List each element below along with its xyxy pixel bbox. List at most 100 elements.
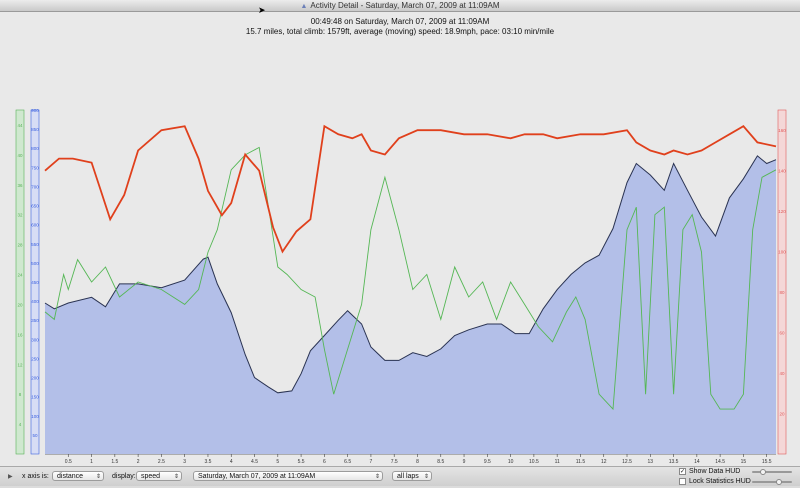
speed-tick-label: 20 bbox=[17, 302, 23, 307]
heart-rate-tick-label: 140 bbox=[778, 169, 786, 174]
heart-rate-tick-label: 160 bbox=[778, 128, 786, 133]
elevation-tick-label: 800 bbox=[31, 146, 39, 151]
stats-opacity-slider-knob[interactable] bbox=[776, 479, 782, 485]
x-tick-label: 5 bbox=[276, 459, 279, 465]
x-tick-label: 3 bbox=[183, 459, 186, 465]
x-tick-label: 11.5 bbox=[576, 459, 586, 465]
x-tick-label: 1.5 bbox=[111, 459, 118, 465]
x-tick-label: 3.5 bbox=[204, 459, 211, 465]
activity-select[interactable]: Saturday, March 07, 2009 at 11:09AM ⇕ bbox=[193, 471, 383, 481]
x-tick-label: 6 bbox=[323, 459, 326, 465]
elevation-tick-label: 50 bbox=[32, 433, 38, 438]
elevation-tick-label: 300 bbox=[31, 337, 39, 342]
heart-rate-tick-label: 120 bbox=[778, 209, 786, 214]
x-tick-label: 12 bbox=[601, 459, 607, 465]
speed-tick-label: 36 bbox=[17, 183, 23, 188]
display-select[interactable]: speed ⇕ bbox=[136, 471, 182, 481]
speed-tick-label: 28 bbox=[17, 243, 23, 248]
elevation-area bbox=[45, 155, 776, 454]
speed-tick-label: 24 bbox=[17, 273, 23, 278]
speed-tick-label: 8 bbox=[19, 392, 22, 397]
elevation-line bbox=[44, 155, 777, 394]
speed-tick-label: 12 bbox=[17, 362, 23, 367]
popup-arrows-icon: ⇕ bbox=[95, 474, 101, 480]
window-titlebar: ▲ Activity Detail - Saturday, March 07, 2… bbox=[0, 0, 800, 12]
x-axis-select[interactable]: distance ⇕ bbox=[52, 471, 104, 481]
x-tick-label: 15 bbox=[741, 459, 747, 465]
popup-arrows-icon: ⇕ bbox=[374, 474, 380, 480]
document-icon: ▲ bbox=[300, 3, 308, 10]
heart-rate-tick-label: 80 bbox=[779, 290, 785, 295]
speed-tick-label: 40 bbox=[17, 153, 23, 158]
elevation-tick-label: 850 bbox=[31, 127, 39, 132]
x-tick-label: 7.5 bbox=[391, 459, 398, 465]
speed-tick-label: 44 bbox=[17, 123, 23, 128]
x-tick-label: 8.5 bbox=[437, 459, 444, 465]
elevation-tick-label: 600 bbox=[31, 223, 39, 228]
x-tick-label: 10.5 bbox=[529, 459, 539, 465]
x-tick-label: 11 bbox=[555, 459, 560, 465]
elevation-tick-label: 650 bbox=[31, 204, 39, 209]
lock-statistics-hud-checkbox[interactable] bbox=[679, 478, 686, 485]
elevation-tick-label: 250 bbox=[31, 356, 39, 361]
x-tick-label: 14.5 bbox=[715, 459, 725, 465]
x-tick-label: 7 bbox=[370, 459, 373, 465]
speed-tick-label: 4 bbox=[19, 422, 22, 427]
speed-tick-label: 16 bbox=[17, 332, 23, 337]
disclosure-triangle-icon[interactable]: ▶ bbox=[8, 474, 13, 480]
heart-rate-tick-label: 20 bbox=[779, 412, 785, 417]
activity-select-value: Saturday, March 07, 2009 at 11:09AM bbox=[198, 473, 316, 480]
heart-rate-line bbox=[44, 124, 777, 254]
chart-series bbox=[44, 124, 777, 454]
heart-rate-tick-label: 100 bbox=[778, 250, 786, 255]
elevation-axis-bar bbox=[30, 109, 40, 455]
heart-rate-tick-label: 40 bbox=[779, 371, 785, 376]
display-label: display: bbox=[112, 473, 136, 480]
mouse-cursor-icon: ➤ bbox=[258, 5, 266, 15]
show-data-hud-checkbox[interactable]: ✓ bbox=[679, 468, 686, 475]
x-tick-label: 9 bbox=[463, 459, 466, 465]
hud-opacity-slider[interactable] bbox=[752, 471, 792, 473]
bottom-toolbar: ▶ x axis is: distance ⇕ display: speed ⇕ S… bbox=[0, 466, 800, 486]
elevation-tick-label: 200 bbox=[31, 376, 39, 381]
x-tick-label: 2 bbox=[137, 459, 140, 465]
activity-summary-time: 00:49:48 on Saturday, March 07, 2009 at … bbox=[310, 17, 490, 26]
elevation-tick-label: 350 bbox=[31, 318, 39, 323]
x-tick-label: 13.5 bbox=[669, 459, 679, 465]
elevation-tick-label: 400 bbox=[31, 299, 39, 304]
laps-select[interactable]: all laps ⇕ bbox=[392, 471, 432, 481]
x-tick-label: 2.5 bbox=[158, 459, 165, 465]
speed-tick-label: 32 bbox=[17, 213, 23, 218]
elevation-tick-label: 550 bbox=[31, 242, 39, 247]
x-tick-label: 14 bbox=[694, 459, 700, 465]
popup-arrows-icon: ⇕ bbox=[173, 474, 179, 480]
heart-rate-axis-bar bbox=[777, 109, 787, 455]
x-tick-label: 6.5 bbox=[344, 459, 351, 465]
x-tick-label: 1 bbox=[90, 459, 93, 465]
elevation-tick-label: 900 bbox=[31, 108, 39, 113]
x-tick-label: 13 bbox=[648, 459, 654, 465]
stats-opacity-slider[interactable] bbox=[752, 481, 792, 483]
x-axis-label: x axis is: bbox=[22, 473, 49, 480]
laps-select-value: all laps bbox=[397, 473, 419, 480]
display-select-value: speed bbox=[141, 473, 161, 480]
x-tick-label: 4 bbox=[230, 459, 233, 465]
x-tick-label: 5.5 bbox=[298, 459, 305, 465]
speed-axis-bar bbox=[15, 109, 25, 455]
x-axis-select-value: distance bbox=[57, 473, 84, 480]
heart-rate-tick-label: 60 bbox=[779, 331, 785, 336]
x-tick-label: 10 bbox=[508, 459, 514, 465]
x-tick-label: 9.5 bbox=[484, 459, 491, 465]
x-tick-label: 0.5 bbox=[65, 459, 72, 465]
window-title: Activity Detail - Saturday, March 07, 20… bbox=[310, 1, 500, 10]
chart-ticks: 0.5 1 1.5 2 2.5 3 3.5 4 4.5 5 5.5 6 6.5 7 7.5 8 8.5 9 9.5 1… bbox=[17, 108, 786, 465]
x-tick-label: 8 bbox=[416, 459, 419, 465]
elevation-tick-label: 500 bbox=[31, 261, 39, 266]
hud-opacity-slider-knob[interactable] bbox=[760, 469, 766, 475]
elevation-tick-label: 750 bbox=[31, 165, 39, 170]
speed-line bbox=[44, 146, 777, 411]
lock-statistics-hud-label: Lock Statistics HUD bbox=[689, 478, 751, 485]
elevation-tick-label: 100 bbox=[31, 414, 39, 419]
activity-chart[interactable]: 0.5 1 1.5 2 2.5 3 3.5 4 4.5 5 5.5 6 6.5 7 7.5 8 8.5 9 9.5 1… bbox=[0, 0, 800, 466]
x-tick-label: 4.5 bbox=[251, 459, 258, 465]
